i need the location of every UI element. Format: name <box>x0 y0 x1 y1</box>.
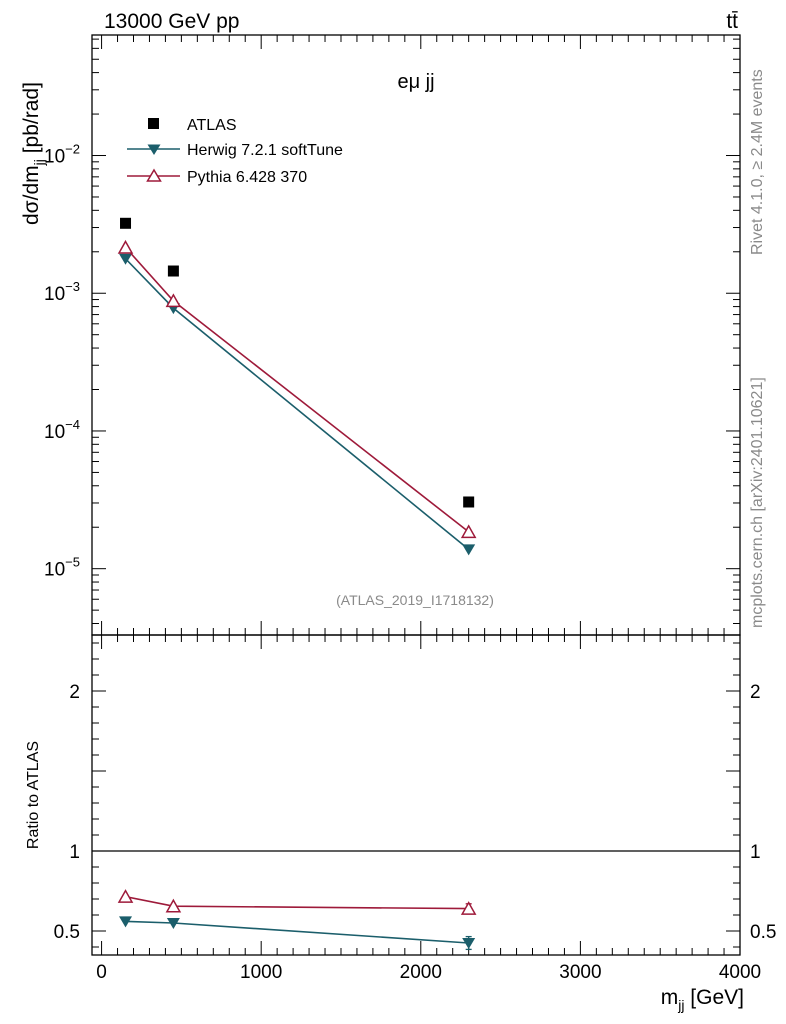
main-pythia-point <box>460 524 477 539</box>
main-y-axis-label: dσ/dmjj [pb/rad] <box>20 82 47 225</box>
main-atlas-point <box>463 496 475 508</box>
main-atlas-point <box>167 265 179 277</box>
main-atlas-point <box>120 217 132 229</box>
y-tick-label: 10−5 <box>44 555 80 581</box>
ratio-herwig-point <box>462 938 476 949</box>
legend-label-atlas: ATLAS <box>187 117 237 134</box>
energy-label: 13000 GeV pp <box>104 10 239 33</box>
process-label: tt̄ <box>726 10 738 33</box>
ratio-panel-frame <box>91 634 741 956</box>
x-tick-label: 0 <box>96 962 107 983</box>
main-herwig-point <box>462 544 476 556</box>
rivet-version-label: Rivet 4.1.0, ≥ 2.4M events <box>749 69 766 255</box>
ratio-herwig-point <box>166 918 180 929</box>
main-herwig-point <box>119 253 133 265</box>
y-tick-label: 2 <box>69 682 80 703</box>
x-tick-label: 4000 <box>719 962 761 983</box>
mcplots-label: mcplots.cern.ch [arXiv:2401.10621] <box>749 377 766 628</box>
legend-label-herwig: Herwig 7.2.1 softTune <box>187 142 343 159</box>
y-tick-label: 10−2 <box>44 142 80 168</box>
legend-marker-herwig <box>147 144 161 155</box>
plot-title: eμ jj <box>397 71 434 93</box>
legend-marker-pythia <box>146 168 162 182</box>
ratio-pythia-point <box>165 898 182 913</box>
main-pythia-point <box>117 239 134 254</box>
legend-marker-atlas <box>148 118 159 129</box>
data-marks <box>92 217 740 951</box>
main-pythia-line <box>124 246 470 533</box>
x-tick-label: 1000 <box>240 962 282 983</box>
x-tick-label: 2000 <box>400 962 442 983</box>
ratio-pythia-point <box>460 901 477 915</box>
y-tick-label: 0.5 <box>54 922 80 943</box>
x-tick-label: 3000 <box>559 962 601 983</box>
ratio-herwig-point <box>119 916 133 928</box>
ratio-y-axis-label: Ratio to ATLAS <box>25 741 42 849</box>
y-tick-label: 10−4 <box>44 417 80 443</box>
legend-label-pythia: Pythia 6.428 370 <box>187 169 307 186</box>
y-tick-label-right: 1 <box>750 842 761 863</box>
main-pythia-point <box>165 293 182 308</box>
y-tick-label: 10−3 <box>44 279 80 305</box>
y-tick-label-right: 0.5 <box>750 922 776 943</box>
y-tick-label-right: 2 <box>750 682 761 703</box>
ratio-herwig-line <box>125 920 469 944</box>
ratio-pythia-point <box>117 889 134 903</box>
x-axis-label: mjj [GeV] <box>661 986 744 1013</box>
analysis-id-label: (ATLAS_2019_I1718132) <box>336 592 494 608</box>
legend: ATLAS Herwig 7.2.1 softTune Pythia 6.428… <box>127 117 343 186</box>
y-tick-label: 1 <box>69 842 80 863</box>
